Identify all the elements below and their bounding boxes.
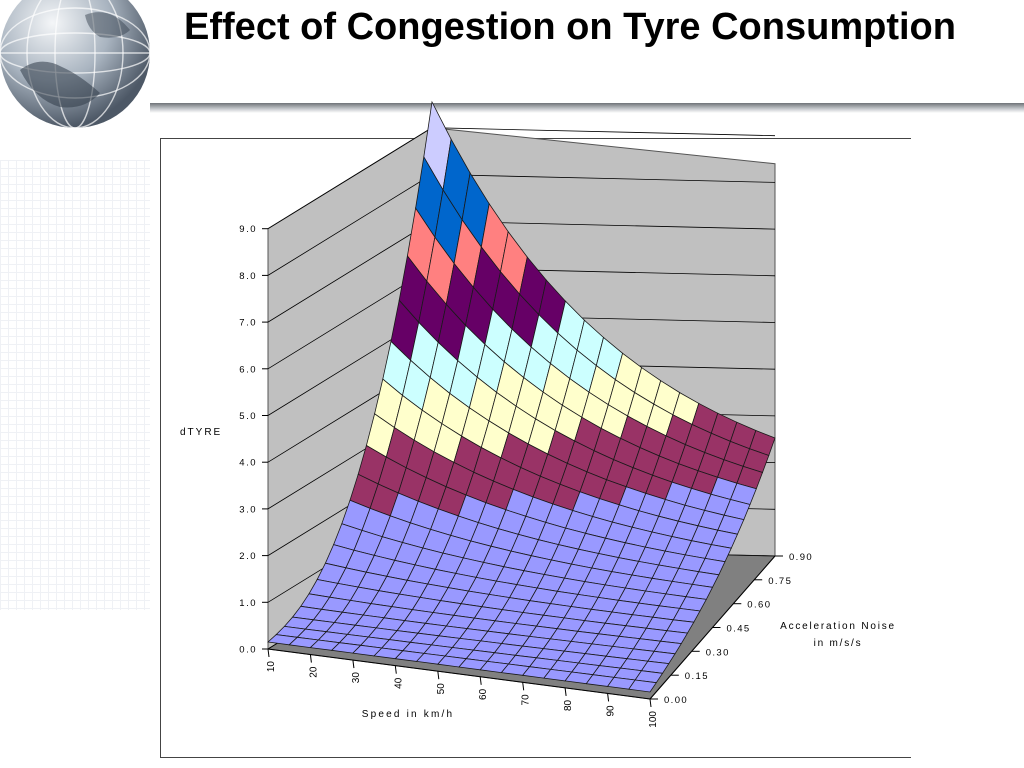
z-axis: 0.0 1.0 2.0 3.0 4.0 5.0 6.0 7.0 8.0 9.0 bbox=[239, 224, 268, 656]
y-tick-label: 0.60 bbox=[747, 600, 771, 611]
x-tick bbox=[479, 676, 482, 685]
header-rule bbox=[150, 103, 1024, 113]
y-tick-label: 0.75 bbox=[768, 576, 792, 587]
y-axis-label-line-2: in m/s/s bbox=[814, 638, 863, 649]
background-grid-pattern bbox=[0, 160, 150, 610]
x-tick bbox=[267, 648, 270, 658]
x-axis-line bbox=[267, 648, 651, 700]
z-tick-label: 9.0 bbox=[239, 224, 257, 235]
y-tick-label: 0.00 bbox=[664, 695, 688, 706]
x-tick-label: 70 bbox=[521, 694, 532, 706]
z-tick-label: 7.0 bbox=[239, 318, 257, 329]
x-tick-label: 40 bbox=[393, 677, 404, 689]
x-tick bbox=[394, 665, 397, 674]
y-axis-label-line-1: Acceleration Noise bbox=[780, 621, 896, 632]
z-tick-label: 8.0 bbox=[239, 271, 257, 282]
x-tick bbox=[607, 693, 610, 702]
x-tick-label: 30 bbox=[351, 672, 362, 684]
y-axis: 0.00 0.15 0.30 0.45 0.60 0.75 0.90 bbox=[649, 552, 813, 706]
z-axis-label: dTYRE bbox=[180, 427, 222, 438]
x-tick bbox=[309, 654, 312, 663]
z-tick-label: 6.0 bbox=[239, 364, 257, 375]
x-tick-label: 60 bbox=[478, 688, 489, 700]
z-tick-label: 3.0 bbox=[239, 504, 257, 515]
x-axis-label: Speed in km/h bbox=[362, 709, 455, 720]
surface-cell bbox=[628, 679, 657, 693]
x-tick-label: 90 bbox=[606, 705, 617, 717]
slide-title: Effect of Congestion on Tyre Consumption bbox=[184, 6, 956, 48]
y-tick-label: 0.45 bbox=[727, 624, 751, 635]
x-tick-label: 10 bbox=[266, 661, 277, 673]
x-tick-label: 80 bbox=[563, 699, 574, 711]
x-tick bbox=[522, 682, 525, 691]
y-tick-label: 0.90 bbox=[789, 552, 813, 563]
x-tick bbox=[437, 671, 440, 680]
x-tick-label: 100 bbox=[648, 711, 659, 728]
z-tick-label: 5.0 bbox=[239, 411, 257, 422]
x-tick bbox=[352, 660, 355, 669]
globe-logo bbox=[0, 0, 151, 129]
x-tick-label: 20 bbox=[308, 666, 319, 678]
y-tick-label: 0.15 bbox=[685, 671, 709, 682]
z-tick-label: 0.0 bbox=[239, 645, 257, 656]
x-tick bbox=[649, 698, 652, 708]
x-tick bbox=[564, 687, 567, 696]
z-tick-label: 2.0 bbox=[239, 551, 257, 562]
y-tick-label: 0.30 bbox=[706, 647, 730, 658]
z-tick-label: 1.0 bbox=[239, 598, 257, 609]
x-tick-label: 50 bbox=[436, 683, 447, 695]
surface-plot bbox=[267, 100, 776, 693]
x-axis: 10 20 30 40 50 60 70 80 90 100 bbox=[266, 648, 659, 728]
z-tick-label: 4.0 bbox=[239, 458, 257, 469]
